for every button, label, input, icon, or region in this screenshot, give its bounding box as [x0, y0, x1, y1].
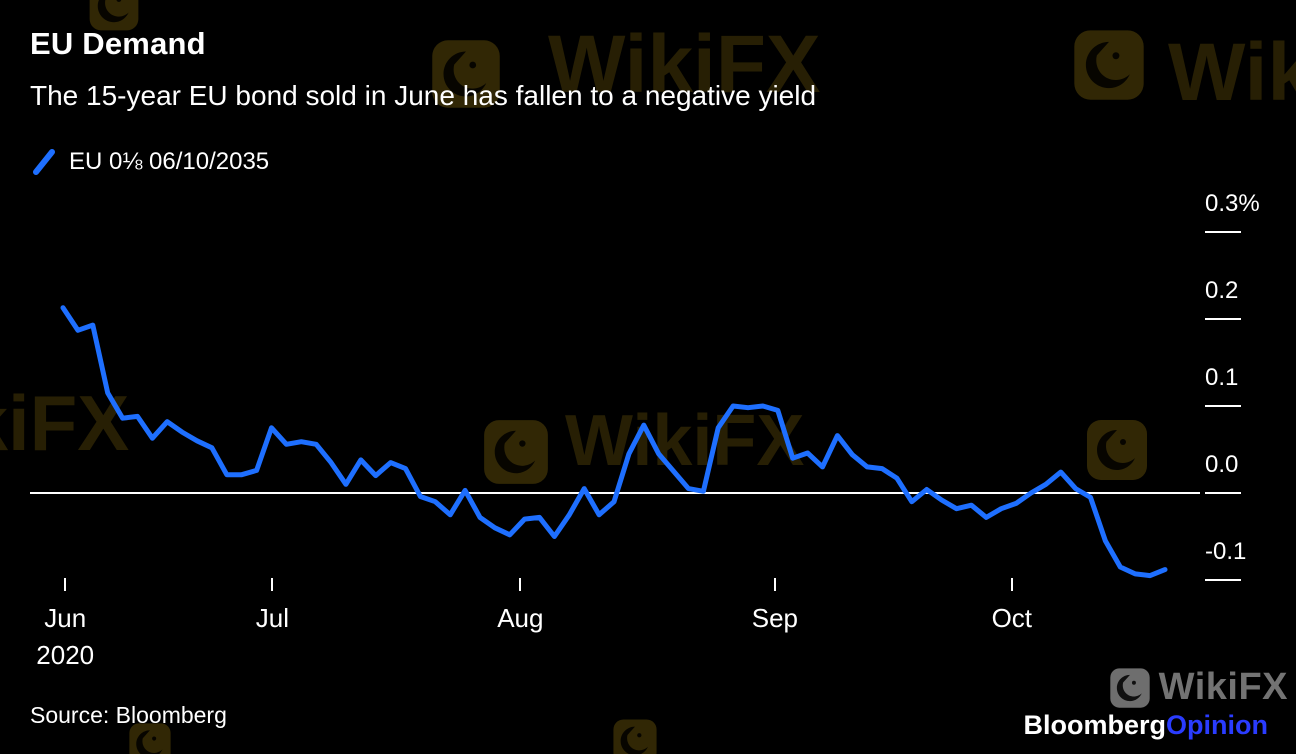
y-tick-label: 0.2 [1205, 277, 1239, 304]
wikifx-logo: WikiFX [1109, 666, 1288, 709]
chart-subtitle: The 15-year EU bond sold in June has fal… [30, 80, 817, 111]
chart-legend: EU 0⅛ 06/10/2035 [30, 148, 269, 176]
x-tick-sublabel: 2020 [36, 640, 95, 670]
x-tick-mark [1010, 578, 1013, 591]
y-tick-mark [1205, 579, 1241, 581]
y-tick-mark [1205, 231, 1241, 233]
x-tick-label: Oct [991, 603, 1033, 633]
x-tick-label: Sep [751, 603, 799, 633]
bloomberg-wordmark: Bloomberg [1023, 710, 1167, 740]
wikifx-logo-label: WikiFX [1158, 666, 1288, 708]
x-tick-label: Aug [497, 603, 544, 633]
y-tick-label: -0.1 [1205, 538, 1247, 565]
source-credit: Source: Bloomberg [30, 702, 227, 728]
x-tick-label: Jul [255, 603, 289, 633]
y-tick-mark [1205, 318, 1241, 320]
x-tick-mark [773, 578, 776, 591]
x-tick-mark [271, 578, 274, 591]
y-tick-label: 0.3% [1205, 190, 1260, 217]
bloomberg-opinion-brand: BloombergOpinion [1024, 710, 1269, 741]
x-tick-label: Jun [44, 603, 87, 633]
x-tick-mark [519, 578, 522, 591]
yield-series-line [60, 305, 1168, 579]
wikifx-eagle-icon [1109, 667, 1151, 709]
chart-header: EU Demand The 15-year EU bond sold in Ju… [30, 26, 816, 112]
y-tick-label: 0.0 [1205, 451, 1239, 478]
chart-title: EU Demand [30, 26, 206, 61]
y-tick-label: 0.1 [1205, 364, 1239, 391]
opinion-wordmark: Opinion [1166, 710, 1268, 740]
y-tick-mark [1205, 405, 1241, 407]
y-tick-mark [1205, 492, 1241, 494]
legend-series-label: EU 0⅛ 06/10/2035 [69, 148, 270, 175]
x-tick-mark [64, 578, 67, 591]
legend-line-icon [33, 149, 55, 175]
